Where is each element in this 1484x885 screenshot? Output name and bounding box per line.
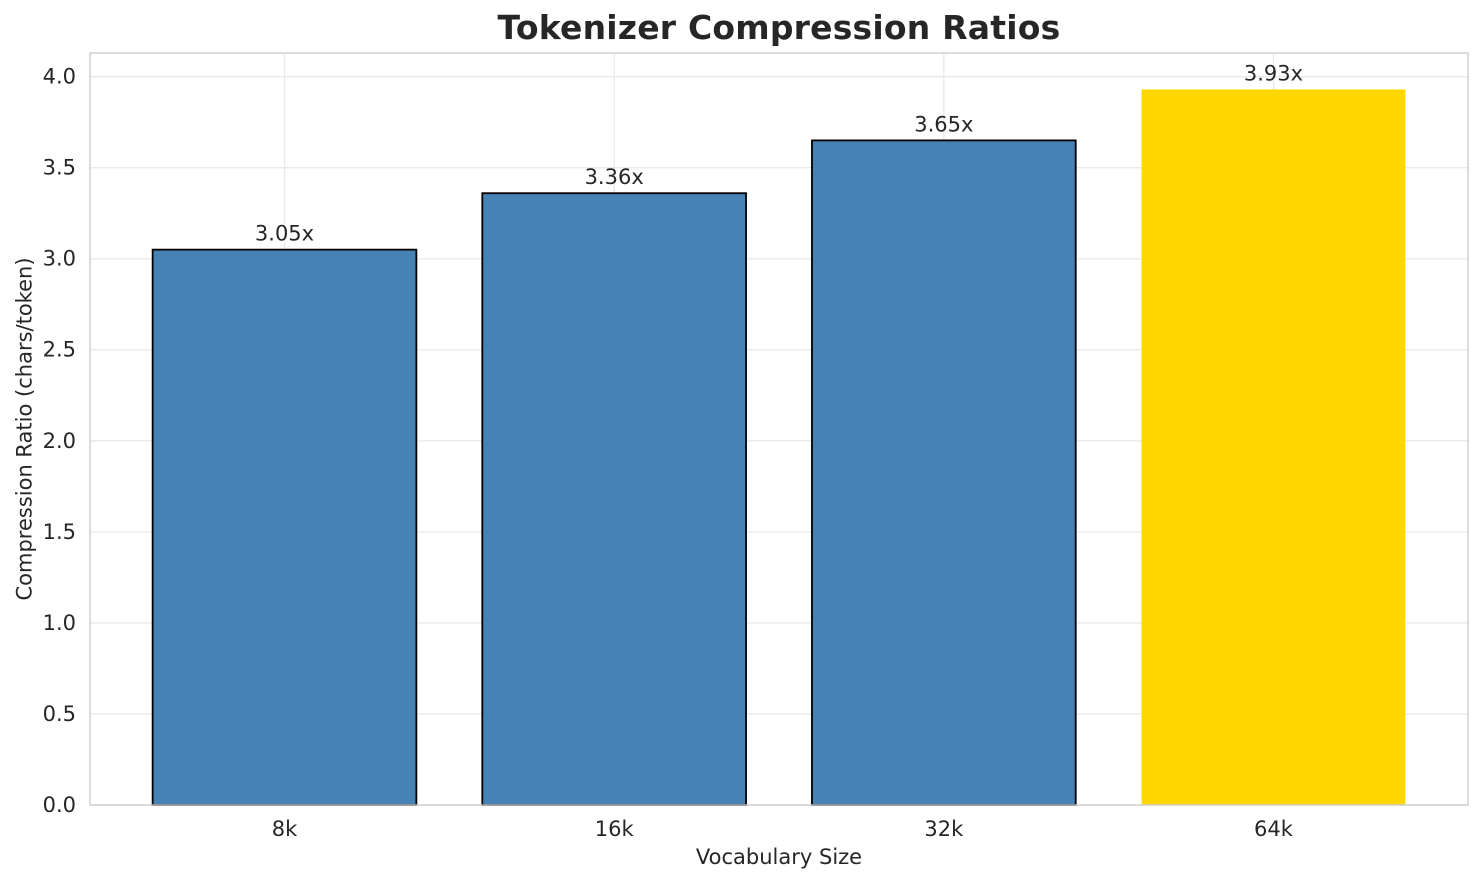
x-tick-label: 8k: [272, 817, 298, 841]
x-tick-label: 32k: [924, 817, 964, 841]
bar-value-label: 3.05x: [255, 222, 314, 246]
bar-16k: [481, 192, 747, 806]
bar-64k: [1141, 89, 1406, 806]
y-tick-label: 1.5: [43, 520, 76, 544]
bar-8k: [151, 248, 418, 806]
y-tick-label: 2.0: [43, 429, 76, 453]
bar-value-label: 3.36x: [585, 165, 644, 189]
y-tick-label: 0.0: [43, 793, 76, 817]
bar-value-label: 3.93x: [1244, 61, 1303, 85]
chart-title: Tokenizer Compression Ratios: [497, 8, 1061, 47]
y-tick-label: 3.5: [43, 156, 76, 180]
plot-frame: [89, 52, 1469, 806]
y-tick-label: 4.0: [43, 65, 76, 89]
x-tick-label: 16k: [595, 817, 635, 841]
y-tick-label: 3.0: [43, 247, 76, 271]
x-tick-label: 64k: [1254, 817, 1294, 841]
y-axis-label: Compression Ratio (chars/token): [12, 257, 37, 601]
y-axis-label-container: Compression Ratio (chars/token): [6, 53, 42, 805]
y-tick-label: 2.5: [43, 338, 76, 362]
bar-32k: [811, 139, 1077, 806]
y-tick-label: 1.0: [43, 611, 76, 635]
y-tick-label: 0.5: [43, 702, 76, 726]
bar-value-label: 3.65x: [914, 112, 973, 136]
x-axis-label: Vocabulary Size: [695, 845, 863, 869]
